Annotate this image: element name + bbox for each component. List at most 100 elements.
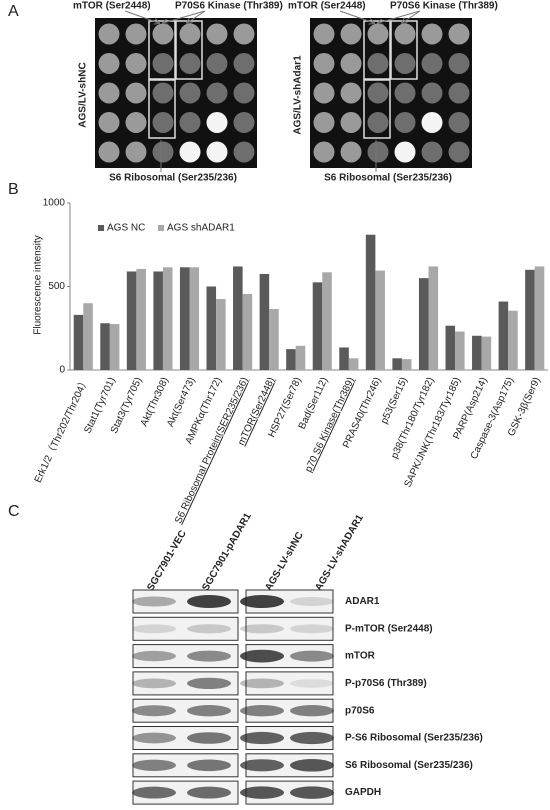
bar bbox=[136, 268, 146, 370]
array-spot bbox=[421, 82, 443, 104]
bar bbox=[286, 349, 296, 370]
array-spot bbox=[394, 112, 416, 133]
array-spot bbox=[367, 82, 389, 104]
array-spot bbox=[179, 141, 201, 163]
blot-band bbox=[240, 678, 284, 689]
blot-band bbox=[290, 624, 334, 634]
array-spot bbox=[421, 141, 443, 163]
row-label: P-S6 Ribosomal (Ser235/236) bbox=[345, 733, 483, 744]
array-spot bbox=[394, 23, 416, 45]
bar bbox=[189, 267, 200, 370]
blot-band bbox=[240, 759, 284, 772]
array-spot bbox=[233, 141, 255, 163]
blot-band bbox=[290, 731, 334, 745]
array-spot bbox=[313, 112, 335, 133]
array-spot bbox=[125, 112, 147, 133]
array-label: mTOR (Ser2448) bbox=[288, 1, 366, 12]
blot-band bbox=[290, 786, 334, 799]
array-spot bbox=[152, 82, 174, 104]
blot-band bbox=[132, 624, 176, 634]
blot-band bbox=[240, 624, 284, 634]
array-spot bbox=[313, 141, 335, 163]
array-spot bbox=[125, 82, 147, 104]
array-spot bbox=[233, 82, 255, 104]
bar bbox=[83, 303, 93, 370]
legend-swatch bbox=[158, 225, 164, 231]
row-label: mTOR bbox=[345, 651, 376, 662]
bar bbox=[481, 336, 492, 370]
bar bbox=[348, 358, 359, 370]
blot-band bbox=[240, 705, 284, 717]
array-spot bbox=[367, 23, 389, 45]
blot-band bbox=[132, 596, 176, 607]
bar bbox=[472, 335, 482, 370]
bar bbox=[401, 359, 412, 370]
row-label: p70S6 bbox=[345, 705, 375, 716]
blot-band bbox=[290, 650, 334, 662]
array-spot bbox=[206, 82, 228, 104]
y-axis-label: Fluorescence intensity bbox=[33, 235, 44, 335]
array-spot bbox=[98, 23, 120, 45]
array-label: P70S6 Kinase (Thr389) bbox=[390, 1, 498, 12]
bar bbox=[216, 299, 226, 370]
array-spot bbox=[206, 53, 228, 74]
array-spot bbox=[233, 23, 255, 45]
bar bbox=[534, 266, 545, 370]
bar bbox=[525, 269, 535, 370]
lane-label: AGS-LV-shADAR1 bbox=[313, 513, 366, 593]
y-tick-label: 0 bbox=[59, 365, 65, 376]
array-spot bbox=[98, 53, 120, 74]
array-spot bbox=[98, 112, 120, 133]
bar bbox=[295, 345, 306, 370]
arrow bbox=[339, 10, 374, 23]
bar bbox=[233, 266, 243, 370]
blot-band bbox=[290, 679, 334, 688]
blot-band bbox=[240, 731, 284, 745]
bar bbox=[375, 270, 385, 370]
lane-label: SGC7901-pADAR1 bbox=[200, 511, 254, 593]
bar bbox=[269, 309, 279, 370]
row-label: ADAR1 bbox=[345, 596, 380, 607]
array-spot bbox=[179, 53, 201, 74]
row-label: P-mTOR (Ser2448) bbox=[345, 623, 433, 634]
blot-band bbox=[132, 786, 176, 799]
bar bbox=[322, 272, 332, 370]
array-spot bbox=[98, 141, 120, 163]
array-side-label: AGS/LV-shNC bbox=[78, 62, 89, 127]
arrow bbox=[124, 10, 159, 23]
bar bbox=[445, 325, 456, 370]
array-spot bbox=[421, 53, 443, 74]
bar bbox=[312, 282, 323, 370]
array-spot bbox=[448, 141, 470, 163]
array-spot bbox=[206, 112, 228, 133]
blot-band bbox=[240, 649, 284, 663]
legend-label: AGS shADAR1 bbox=[167, 223, 235, 234]
blot-band bbox=[187, 705, 231, 717]
x-tick-label: p70 S6 Kinase(Thr389) bbox=[303, 376, 357, 474]
row-label: S6 Ribosomal (Ser235/236) bbox=[345, 760, 473, 771]
bar bbox=[206, 286, 217, 370]
bar bbox=[100, 323, 110, 370]
array-spot bbox=[152, 23, 174, 45]
array-side-label: AGS/LV-shAdar1 bbox=[293, 55, 304, 135]
array-spot bbox=[394, 53, 416, 74]
panel-label: A bbox=[8, 3, 19, 20]
array-spot bbox=[340, 53, 362, 74]
blot-band bbox=[132, 678, 176, 689]
bar bbox=[126, 271, 137, 370]
bar bbox=[455, 331, 465, 370]
array-spot bbox=[179, 82, 201, 104]
legend-label: AGS NC bbox=[107, 223, 145, 234]
bar bbox=[242, 294, 253, 370]
array-spot bbox=[340, 112, 362, 133]
lane-label: SGC7901-VEC bbox=[145, 529, 188, 593]
panel-label: B bbox=[8, 181, 19, 198]
blot-band bbox=[290, 597, 334, 606]
blot-band bbox=[132, 650, 176, 662]
blot-band bbox=[240, 594, 284, 609]
blot-band bbox=[187, 732, 231, 744]
array-spot bbox=[206, 23, 228, 45]
bar bbox=[392, 358, 402, 370]
array-label: mTOR (Ser2448) bbox=[73, 1, 151, 12]
